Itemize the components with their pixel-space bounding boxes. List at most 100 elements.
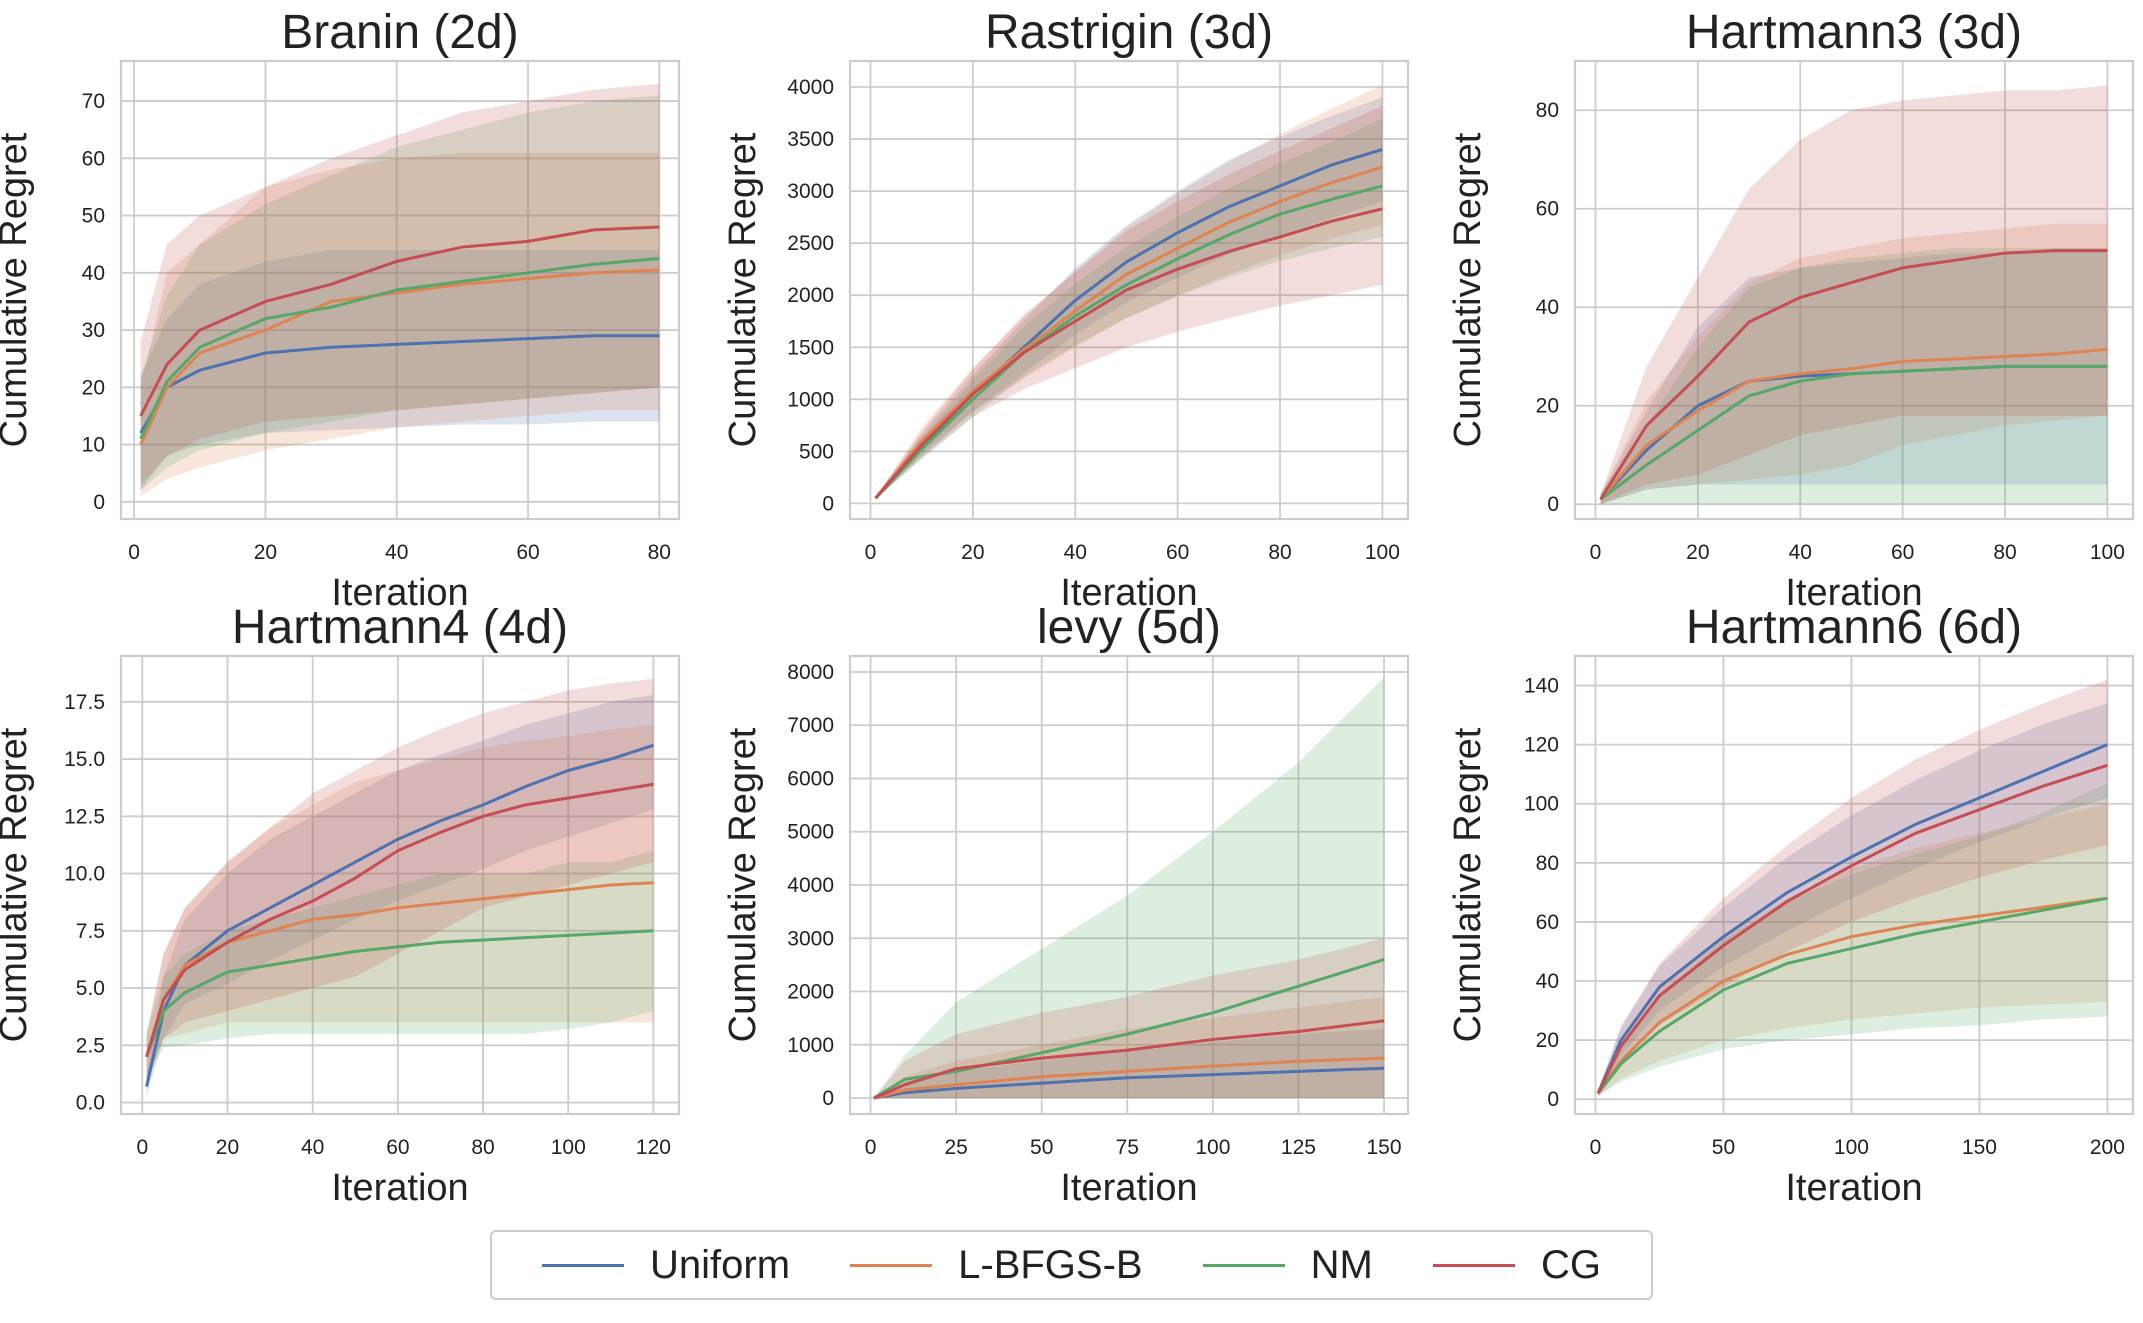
line-cg <box>874 207 1383 500</box>
y-tick-label: 6000 <box>787 767 834 790</box>
band-uniform <box>1600 248 2108 505</box>
y-tick-label: 5.0 <box>76 977 105 1000</box>
x-tick-label: 80 <box>1268 541 1291 564</box>
axes-frame <box>1573 654 2135 1116</box>
panel-hartmann3: 0 20 40 60 80 100 0 20 40 60 80 Hartmann3 (3d) Itera… <box>1447 6 2135 614</box>
axes-frame <box>848 654 1410 1116</box>
y-tick-label: 2500 <box>787 232 834 255</box>
x-tick-label: 60 <box>1166 541 1189 564</box>
y-axis-label: Cumulative Regret <box>0 132 35 447</box>
y-tick-label: 0 <box>822 1087 834 1110</box>
x-tick-label: 0 <box>865 541 877 564</box>
panel-title: Hartmann3 (3d) <box>1686 6 2022 59</box>
y-tick-label: 60 <box>1536 198 1559 221</box>
x-tick-label: 75 <box>1116 1136 1139 1159</box>
y-tick-label: 12.5 <box>64 805 105 828</box>
band-l-bfgs-b <box>146 724 654 1080</box>
line-cg <box>1596 763 2108 1094</box>
axes-frame <box>119 59 681 521</box>
x-tick-label: 80 <box>471 1136 494 1159</box>
y-tick-label: 2.5 <box>76 1034 105 1057</box>
x-tick-label: 80 <box>1993 541 2016 564</box>
y-tick-label: 0 <box>93 491 105 514</box>
legend-swatch-lbfgsb <box>850 1263 933 1267</box>
y-tick-label: 30 <box>82 319 105 342</box>
line-uniform <box>145 743 654 1087</box>
y-tick-label: 140 <box>1524 675 1559 698</box>
panel-levy: 0 25 50 75 100 125 150 0 1000 2000 3000 4000 5000 600… <box>722 601 1410 1209</box>
panel-title: levy (5d) <box>1037 601 1221 654</box>
x-tick-label: 100 <box>1834 1136 1869 1159</box>
y-tick-label: 3000 <box>787 180 834 203</box>
band-cg <box>1598 679 2108 1097</box>
legend-label-uniform: Uniform <box>650 1242 791 1287</box>
y-tick-label: 20 <box>82 376 105 399</box>
x-tick-label: 20 <box>961 541 984 564</box>
x-tick-label: 50 <box>1030 1136 1053 1159</box>
band-cg <box>146 678 654 1080</box>
band-uniform <box>140 249 660 491</box>
x-tick-label: 100 <box>551 1136 586 1159</box>
x-tick-label: 100 <box>1365 541 1400 564</box>
band-uniform <box>146 694 654 1096</box>
y-tick-label: 2000 <box>787 284 834 307</box>
y-tick-label: 40 <box>1536 296 1559 319</box>
x-tick-label: 125 <box>1281 1136 1316 1159</box>
y-tick-label: 80 <box>1536 852 1559 875</box>
x-tick-label: 40 <box>1064 541 1087 564</box>
line-cg <box>1599 249 2108 501</box>
line-uniform <box>873 1066 1385 1100</box>
line-nm <box>139 257 660 440</box>
x-axis-label: Iteration <box>1060 1167 1197 1209</box>
y-tick-label: 1000 <box>787 388 834 411</box>
y-tick-label: 3000 <box>787 927 834 950</box>
line-nm <box>145 929 654 1058</box>
y-tick-label: 15.0 <box>64 748 105 771</box>
x-tick-label: 60 <box>516 541 539 564</box>
line-nm <box>873 958 1385 1100</box>
legend: Uniform L-BFGS-B NM CG <box>490 1230 1653 1300</box>
legend-label-nm: NM <box>1310 1242 1373 1287</box>
panel-title: Hartmann4 (4d) <box>232 601 568 654</box>
y-axis-label: Cumulative Regret <box>1447 727 1489 1042</box>
x-tick-label: 20 <box>1686 541 1709 564</box>
band-l-bfgs-b <box>140 152 660 497</box>
y-axis-label: Cumulative Regret <box>722 132 764 447</box>
line-nm <box>1596 896 2108 1095</box>
y-tick-label: 0 <box>1547 493 1559 516</box>
line-uniform <box>139 334 660 434</box>
x-tick-label: 60 <box>386 1136 409 1159</box>
legend-entry-cg: CG <box>1432 1243 1601 1288</box>
y-tick-label: 40 <box>82 262 105 285</box>
x-tick-label: 0 <box>128 541 140 564</box>
y-tick-label: 7000 <box>787 714 834 737</box>
band-l-bfgs-b <box>1600 223 2108 505</box>
band-nm <box>146 850 654 1080</box>
x-tick-label: 150 <box>1367 1136 1402 1159</box>
y-tick-label: 1500 <box>787 336 834 359</box>
band-nm <box>1600 248 2108 505</box>
x-tick-label: 200 <box>2090 1136 2125 1159</box>
x-tick-label: 100 <box>1195 1136 1230 1159</box>
y-tick-label: 10 <box>82 434 105 457</box>
y-axis-label: Cumulative Regret <box>1447 132 1489 447</box>
y-tick-label: 70 <box>82 90 105 113</box>
panel-branin: 0 20 40 60 80 0 10 20 30 40 50 60 70 Branin (2d) Itera… <box>0 6 681 614</box>
legend-swatch-uniform <box>542 1263 625 1267</box>
y-axis-label: Cumulative Regret <box>722 727 764 1042</box>
x-tick-label: 120 <box>636 1136 671 1159</box>
x-tick-label: 100 <box>2090 541 2125 564</box>
panel-hartmann4: 0 20 40 60 80 100 120 0.0 2.5 5.0 7.5 10.0 12.5 15.0 1… <box>0 601 681 1209</box>
x-axis-label: Iteration <box>1785 572 1922 614</box>
x-tick-label: 0 <box>865 1136 877 1159</box>
line-l-bfgs-b <box>1596 896 2108 1095</box>
y-tick-label: 50 <box>82 205 105 228</box>
x-tick-label: 0 <box>1590 1136 1602 1159</box>
x-tick-label: 40 <box>301 1136 324 1159</box>
line-cg <box>145 782 654 1058</box>
x-tick-label: 20 <box>254 541 277 564</box>
y-tick-label: 4000 <box>787 76 834 99</box>
legend-entry-lbfgsb: L-BFGS-B <box>850 1243 1143 1288</box>
y-tick-label: 60 <box>1536 911 1559 934</box>
